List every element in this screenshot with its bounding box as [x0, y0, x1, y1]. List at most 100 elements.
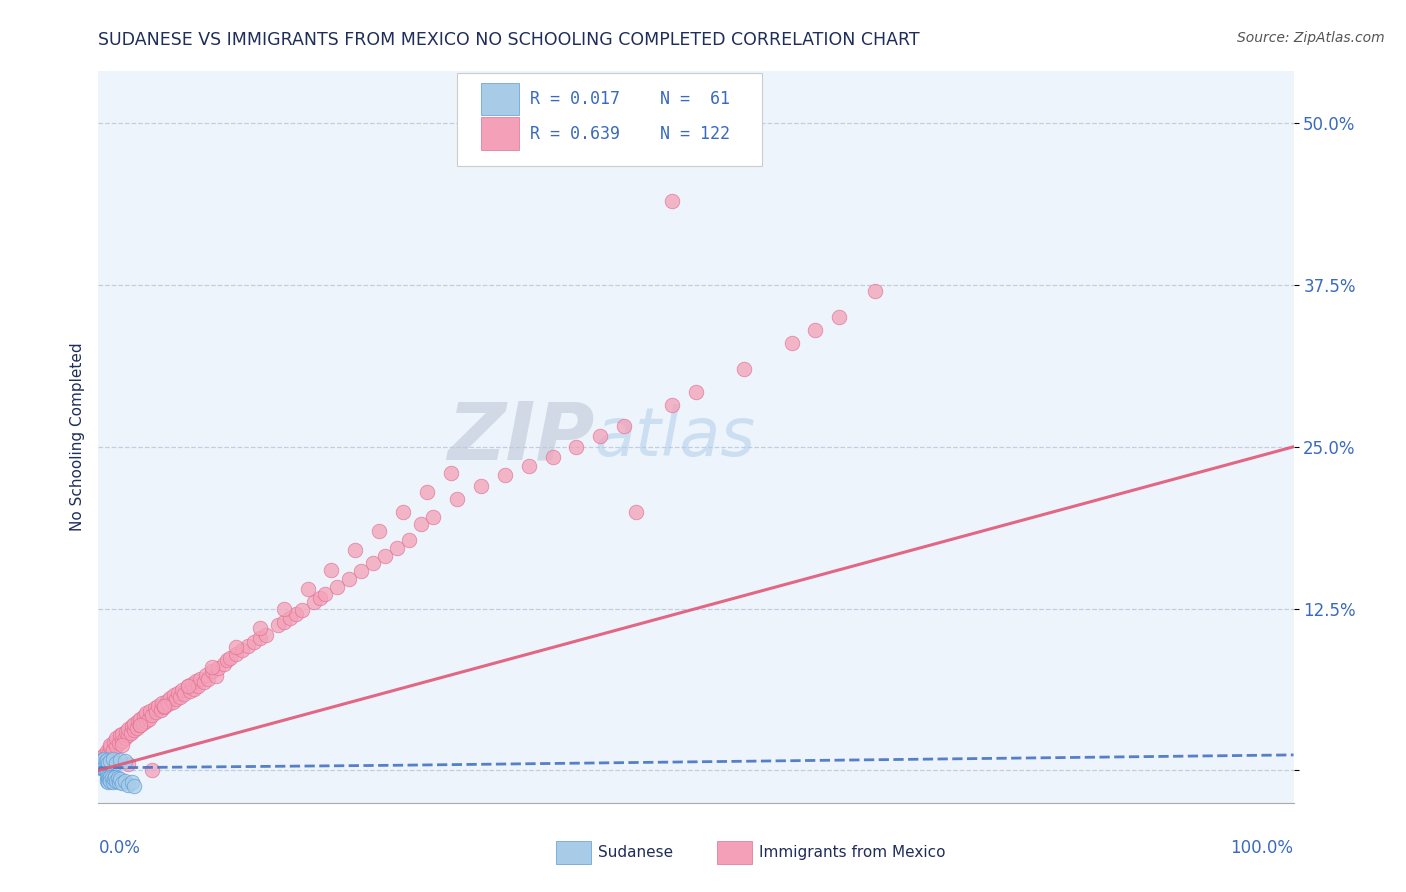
Point — [733, 362, 755, 376]
Point — [127, 714, 149, 729]
Point — [180, 676, 202, 690]
Point — [284, 607, 307, 621]
Point — [89, 755, 111, 769]
Point — [93, 756, 115, 771]
Point — [326, 580, 349, 594]
Point — [90, 758, 112, 772]
Point — [135, 706, 157, 721]
Point — [446, 491, 468, 506]
Point — [117, 722, 139, 736]
Point — [107, 736, 129, 750]
Point — [254, 627, 277, 641]
Point — [297, 582, 319, 597]
Point — [201, 660, 224, 674]
FancyBboxPatch shape — [557, 841, 591, 864]
Point — [93, 759, 115, 773]
Point — [661, 398, 683, 412]
Point — [143, 701, 166, 715]
Point — [661, 194, 683, 208]
Point — [565, 440, 588, 454]
Point — [153, 698, 176, 713]
Point — [98, 772, 121, 787]
Text: Source: ZipAtlas.com: Source: ZipAtlas.com — [1237, 31, 1385, 45]
Point — [108, 729, 131, 743]
Point — [172, 683, 194, 698]
Point — [124, 779, 146, 793]
Point — [231, 643, 253, 657]
Text: R = 0.639    N = 122: R = 0.639 N = 122 — [530, 125, 730, 143]
Point — [139, 704, 162, 718]
Point — [187, 679, 209, 693]
Point — [169, 690, 191, 704]
Point — [385, 541, 409, 555]
Point — [91, 755, 114, 769]
Point — [291, 603, 314, 617]
Point — [308, 591, 330, 606]
Point — [125, 721, 148, 735]
Point — [114, 773, 136, 788]
Point — [104, 770, 127, 784]
Point — [98, 770, 122, 784]
Point — [89, 759, 111, 773]
Point — [94, 755, 117, 769]
Point — [117, 778, 139, 792]
Point — [91, 756, 114, 771]
Point — [91, 756, 114, 770]
Text: Sudanese: Sudanese — [598, 845, 673, 860]
FancyBboxPatch shape — [481, 118, 519, 150]
Point — [100, 771, 122, 785]
Point — [173, 687, 195, 701]
Point — [339, 572, 361, 586]
Point — [91, 750, 114, 764]
Point — [186, 674, 208, 689]
Point — [93, 747, 115, 762]
Point — [219, 650, 242, 665]
Point — [91, 761, 114, 775]
Point — [129, 712, 152, 726]
Point — [156, 698, 179, 712]
Point — [804, 323, 827, 337]
Point — [90, 761, 112, 775]
Point — [141, 707, 163, 722]
Point — [225, 640, 247, 655]
Point — [225, 647, 247, 661]
Point — [392, 504, 415, 518]
Point — [193, 675, 215, 690]
Point — [541, 450, 564, 464]
Point — [103, 735, 125, 749]
Point — [111, 776, 134, 790]
Point — [440, 466, 463, 480]
Point — [267, 618, 290, 632]
Point — [98, 740, 122, 755]
Text: SUDANESE VS IMMIGRANTS FROM MEXICO NO SCHOOLING COMPLETED CORRELATION CHART: SUDANESE VS IMMIGRANTS FROM MEXICO NO SC… — [98, 31, 920, 49]
FancyBboxPatch shape — [481, 83, 519, 115]
Point — [108, 772, 131, 787]
Point — [162, 695, 184, 709]
Text: Immigrants from Mexico: Immigrants from Mexico — [759, 845, 946, 860]
Point — [422, 509, 444, 524]
Point — [236, 639, 259, 653]
Point — [177, 679, 200, 693]
Text: 100.0%: 100.0% — [1230, 839, 1294, 857]
Point — [91, 758, 114, 772]
Point — [153, 700, 176, 714]
Point — [132, 709, 155, 723]
Point — [148, 698, 170, 713]
Point — [107, 771, 129, 785]
Point — [167, 686, 190, 700]
Point — [107, 775, 129, 789]
Text: ZIP: ZIP — [447, 398, 595, 476]
FancyBboxPatch shape — [457, 73, 762, 167]
Point — [94, 761, 117, 775]
Point — [207, 661, 229, 675]
Point — [163, 689, 186, 703]
Point — [183, 681, 205, 696]
Point — [589, 429, 612, 443]
Point — [94, 756, 117, 771]
Point — [98, 755, 122, 769]
Point — [350, 564, 373, 578]
Point — [363, 557, 385, 571]
Point — [96, 773, 118, 788]
Point — [97, 771, 120, 785]
Point — [121, 775, 143, 789]
